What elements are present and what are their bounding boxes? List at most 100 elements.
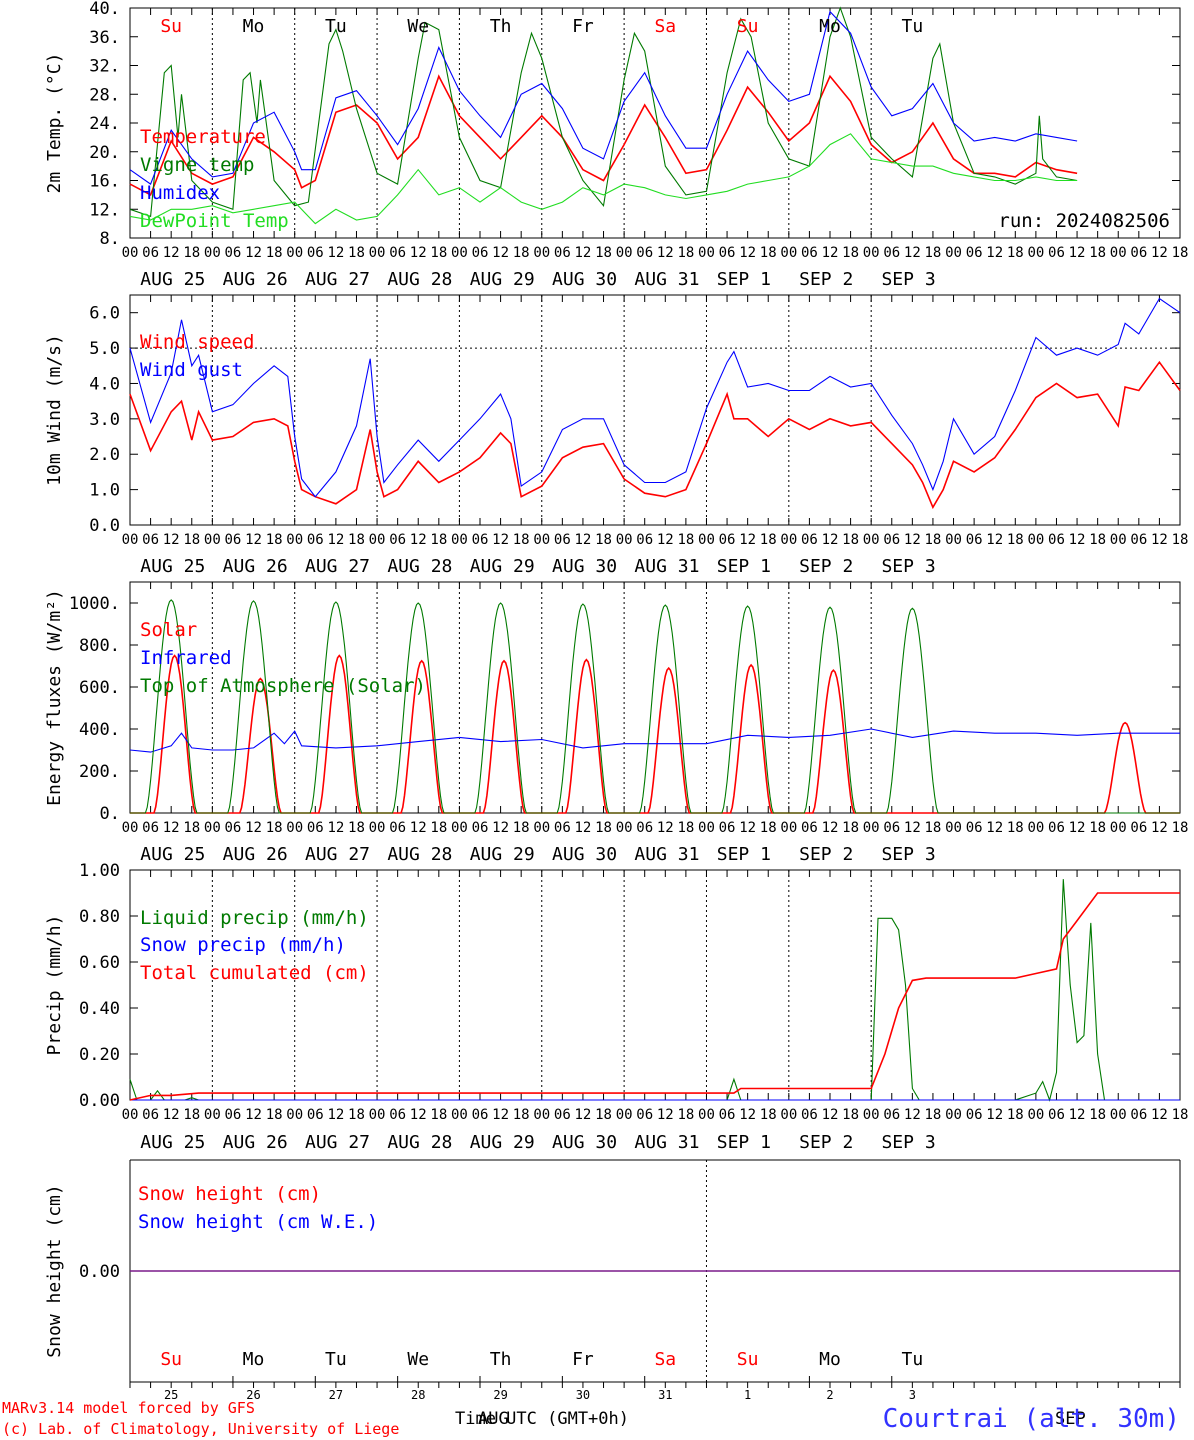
y-tick-label: 24. <box>89 114 120 134</box>
hour-tick-label: 12 <box>163 1107 180 1123</box>
hour-tick-label: 00 <box>1027 1107 1044 1123</box>
y-tick-label: 0.80 <box>79 907 120 927</box>
day-number-label: 31 <box>658 1388 672 1402</box>
hour-tick-label: 00 <box>122 1107 139 1123</box>
hour-tick-label: 06 <box>801 532 818 548</box>
series-line <box>129 297 1181 498</box>
hour-tick-label: 06 <box>225 820 242 836</box>
hour-tick-label: 00 <box>945 1107 962 1123</box>
hour-tick-label: 06 <box>389 820 406 836</box>
hour-tick-label: 12 <box>410 532 427 548</box>
hour-tick-label: 18 <box>842 820 859 836</box>
hour-tick-label: 06 <box>389 1107 406 1123</box>
y-tick-label: 0.60 <box>79 953 120 973</box>
hour-tick-label: 12 <box>575 245 592 261</box>
hour-tick-label: 06 <box>1048 820 1065 836</box>
hour-tick-label: 12 <box>575 820 592 836</box>
hour-tick-label: 18 <box>677 245 694 261</box>
hour-tick-label: 18 <box>1089 820 1106 836</box>
hour-tick-label: 06 <box>307 245 324 261</box>
hour-tick-label: 06 <box>225 245 242 261</box>
legend-entry: Infrared <box>140 647 232 669</box>
hour-tick-label: 12 <box>739 1107 756 1123</box>
hour-tick-label: 00 <box>863 532 880 548</box>
hour-tick-label: 12 <box>986 1107 1003 1123</box>
hour-tick-label: 06 <box>472 1107 489 1123</box>
hour-tick-label: 18 <box>760 532 777 548</box>
hour-tick-label: 18 <box>266 245 283 261</box>
date-label: AUG 29 <box>470 844 535 865</box>
date-label: AUG 26 <box>223 269 288 290</box>
hour-tick-label: 06 <box>472 245 489 261</box>
hour-tick-label: 12 <box>575 1107 592 1123</box>
date-label: SEP 1 <box>717 1132 771 1153</box>
date-label: SEP 1 <box>717 556 771 577</box>
hour-tick-label: 18 <box>1089 245 1106 261</box>
hour-tick-label: 06 <box>1048 532 1065 548</box>
hour-tick-label: 12 <box>822 1107 839 1123</box>
legend-entry: Vigne temp <box>140 154 254 176</box>
date-label: SEP 1 <box>717 844 771 865</box>
run-label: run: 2024082506 <box>998 210 1170 232</box>
day-number-label: 26 <box>246 1388 260 1402</box>
hour-tick-label: 18 <box>513 532 530 548</box>
legend-entry: Liquid precip (mm/h) <box>140 907 369 929</box>
hour-tick-label: 06 <box>801 820 818 836</box>
y-axis-label: Energy fluxes (W/m²) <box>44 589 65 806</box>
y-axis-label: Snow height (cm) <box>44 1184 65 1357</box>
series-line <box>129 10 1078 185</box>
hour-tick-label: 18 <box>1172 820 1189 836</box>
date-label: SEP 3 <box>881 1132 935 1153</box>
weekday-label: Su <box>737 16 759 37</box>
y-tick-label: 36. <box>89 28 120 48</box>
hour-tick-label: 00 <box>698 532 715 548</box>
hour-tick-label: 06 <box>1130 1107 1147 1123</box>
hour-tick-label: 12 <box>492 820 509 836</box>
panel-5 <box>129 1159 1181 1388</box>
hour-tick-label: 12 <box>986 820 1003 836</box>
hour-tick-label: 06 <box>636 532 653 548</box>
hour-tick-label: 12 <box>657 820 674 836</box>
hour-tick-label: 18 <box>595 245 612 261</box>
hour-tick-label: 00 <box>616 820 633 836</box>
y-tick-label: 0.00 <box>79 1262 120 1282</box>
hour-tick-label: 06 <box>636 245 653 261</box>
date-label: AUG 27 <box>305 844 370 865</box>
hour-tick-label: 00 <box>1110 245 1127 261</box>
hour-tick-label: 00 <box>369 245 386 261</box>
weekday-label: Sa <box>654 16 676 37</box>
hour-tick-label: 06 <box>554 532 571 548</box>
date-label: AUG 29 <box>470 269 535 290</box>
panel-1 <box>129 6 1181 239</box>
weekday-label: Mo <box>819 1349 841 1370</box>
overlap-month-sep: SEP <box>1055 1409 1086 1429</box>
weekday-label: We <box>407 16 429 37</box>
hour-tick-label: 06 <box>142 820 159 836</box>
hour-tick-label: 18 <box>842 245 859 261</box>
hour-tick-label: 00 <box>863 1107 880 1123</box>
date-label: AUG 28 <box>387 269 452 290</box>
hour-tick-label: 00 <box>286 245 303 261</box>
hour-tick-label: 12 <box>1069 245 1086 261</box>
day-number-label: 2 <box>826 1388 833 1402</box>
hour-tick-label: 12 <box>163 532 180 548</box>
hour-tick-label: 12 <box>410 1107 427 1123</box>
hour-tick-label: 00 <box>286 1107 303 1123</box>
hour-tick-label: 00 <box>451 1107 468 1123</box>
hour-tick-label: 12 <box>986 245 1003 261</box>
hour-tick-label: 18 <box>348 1107 365 1123</box>
hour-tick-label: 12 <box>327 245 344 261</box>
hour-tick-label: 06 <box>966 532 983 548</box>
hour-tick-label: 12 <box>904 820 921 836</box>
y-tick-label: 0.00 <box>79 1091 120 1111</box>
hour-tick-label: 00 <box>369 532 386 548</box>
hour-tick-label: 12 <box>492 245 509 261</box>
hour-tick-label: 06 <box>883 532 900 548</box>
hour-tick-label: 12 <box>1151 532 1168 548</box>
date-label: AUG 27 <box>305 269 370 290</box>
hour-tick-label: 12 <box>245 532 262 548</box>
hour-tick-label: 12 <box>1069 532 1086 548</box>
legend-entry: Snow height (cm) <box>138 1183 321 1205</box>
legend-entry: Top of Atmosphere (Solar) <box>140 675 426 697</box>
date-label: AUG 29 <box>470 1132 535 1153</box>
